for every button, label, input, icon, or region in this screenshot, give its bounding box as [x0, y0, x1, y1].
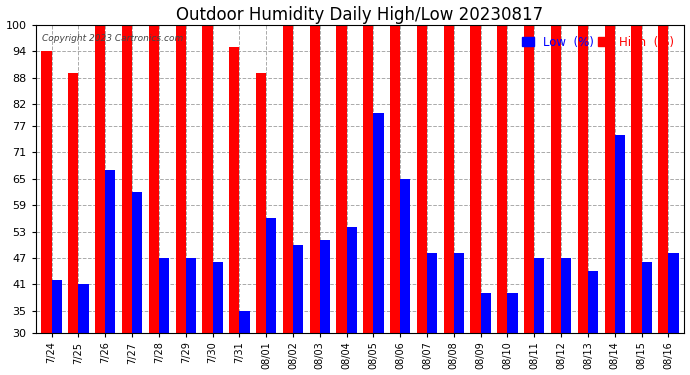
Bar	[149, 25, 159, 333]
Bar	[283, 25, 293, 333]
Bar	[159, 258, 169, 333]
Bar	[310, 25, 319, 333]
Bar	[551, 25, 561, 333]
Bar	[615, 135, 625, 333]
Bar	[534, 258, 544, 333]
Bar	[213, 262, 223, 333]
Bar	[346, 227, 357, 333]
Bar	[239, 310, 250, 333]
Bar	[337, 25, 346, 333]
Bar	[319, 240, 330, 333]
Bar	[631, 25, 642, 333]
Bar	[481, 293, 491, 333]
Bar	[578, 25, 588, 333]
Bar	[669, 254, 678, 333]
Bar	[588, 271, 598, 333]
Bar	[68, 74, 79, 333]
Bar	[106, 170, 115, 333]
Bar	[132, 192, 142, 333]
Legend: Low  (%), High  (%): Low (%), High (%)	[518, 31, 678, 54]
Bar	[186, 258, 196, 333]
Bar	[427, 254, 437, 333]
Text: Copyright 2023 Cartronics.com: Copyright 2023 Cartronics.com	[42, 34, 184, 44]
Bar	[202, 25, 213, 333]
Bar	[363, 25, 373, 333]
Bar	[444, 25, 454, 333]
Bar	[417, 25, 427, 333]
Bar	[52, 280, 62, 333]
Bar	[658, 25, 669, 333]
Bar	[79, 284, 89, 333]
Bar	[95, 25, 106, 333]
Bar	[41, 51, 52, 333]
Bar	[266, 218, 277, 333]
Bar	[256, 74, 266, 333]
Bar	[561, 258, 571, 333]
Bar	[175, 25, 186, 333]
Bar	[507, 293, 518, 333]
Bar	[497, 25, 507, 333]
Bar	[229, 47, 239, 333]
Bar	[471, 25, 481, 333]
Bar	[373, 113, 384, 333]
Bar	[293, 245, 303, 333]
Bar	[400, 179, 411, 333]
Bar	[454, 254, 464, 333]
Bar	[604, 25, 615, 333]
Bar	[122, 25, 132, 333]
Title: Outdoor Humidity Daily High/Low 20230817: Outdoor Humidity Daily High/Low 20230817	[177, 6, 544, 24]
Bar	[642, 262, 652, 333]
Bar	[524, 25, 534, 333]
Bar	[390, 25, 400, 333]
